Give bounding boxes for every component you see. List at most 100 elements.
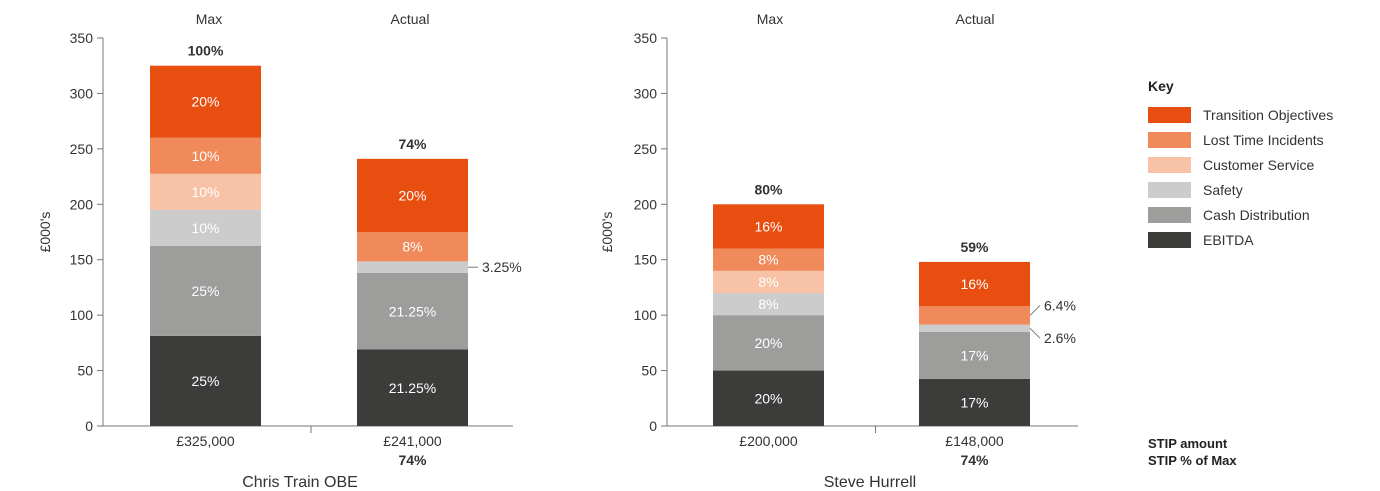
category-label: Max <box>196 11 222 27</box>
y-tick-label: 50 <box>77 363 93 379</box>
footer-labels: STIP amount STIP % of Max <box>1148 435 1237 469</box>
stip-amount: £200,000 <box>739 433 798 449</box>
bar-segment-customer-service <box>713 270 824 293</box>
bar-segment-transition-objectives <box>713 204 824 249</box>
segment-label: 8% <box>402 239 422 255</box>
y-tick-label: 50 <box>641 363 657 379</box>
segment-label: 8% <box>758 252 778 268</box>
stip-amount: £325,000 <box>176 433 235 449</box>
y-tick-label: 250 <box>70 141 94 157</box>
callout-label: 2.6% <box>1044 330 1076 346</box>
segment-label: 20% <box>191 94 219 110</box>
legend-title: Key <box>1148 78 1174 94</box>
segment-label: 20% <box>754 390 782 406</box>
callout-label: 6.4% <box>1044 297 1076 313</box>
bar-segment-lost-time-incidents <box>919 306 1030 325</box>
segment-label: 21.25% <box>389 303 436 319</box>
y-tick-label: 100 <box>70 307 94 323</box>
bar-segment-cash-distribution <box>713 315 824 371</box>
bar-segment-transition-objectives <box>150 65 261 138</box>
stip-percent: 74% <box>398 452 427 468</box>
bar-segment-cash-distribution <box>357 273 468 350</box>
bar-segment-transition-objectives <box>919 261 1030 307</box>
bar-segment-safety <box>713 292 824 316</box>
legend-label: Safety <box>1203 181 1243 198</box>
stip-amount: £148,000 <box>945 433 1004 449</box>
y-tick-label: 150 <box>634 252 658 268</box>
y-tick-label: 0 <box>649 418 657 434</box>
legend-swatch <box>1148 206 1191 223</box>
legend-swatch <box>1148 131 1191 148</box>
bar-segment-cash-distribution <box>919 331 1030 379</box>
bar-segment-ebitda <box>150 335 261 426</box>
bar-segment-safety <box>919 324 1030 332</box>
bar-segment-ebitda <box>713 370 824 426</box>
bar-segment-lost-time-incidents <box>713 248 824 271</box>
y-axis-label: £000's <box>599 212 615 253</box>
legend-label: Transition Objectives <box>1203 106 1334 123</box>
legend-item-cash-distribution: Cash Distribution <box>1148 202 1373 227</box>
bar-segment-safety <box>357 261 468 274</box>
stip-amount-label: STIP amount <box>1148 436 1228 451</box>
segment-label: 17% <box>960 347 988 363</box>
category-label: Actual <box>391 11 430 27</box>
callout-label: 3.25% <box>482 259 522 275</box>
y-tick-label: 350 <box>634 30 658 46</box>
bar-total-label: 74% <box>398 136 427 152</box>
segment-label: 16% <box>960 276 988 292</box>
y-tick-label: 300 <box>70 85 94 101</box>
bar-segment-safety <box>150 209 261 246</box>
y-tick-label: 300 <box>634 85 658 101</box>
y-tick-label: 200 <box>70 196 94 212</box>
legend-item-lost-time-incidents: Lost Time Incidents <box>1148 127 1373 152</box>
legend-label: Lost Time Incidents <box>1203 131 1324 148</box>
segment-label: 10% <box>191 148 219 164</box>
category-label: Actual <box>956 11 995 27</box>
legend-item-customer-service: Customer Service <box>1148 152 1373 177</box>
bar-segment-ebitda <box>357 349 468 426</box>
legend-swatch <box>1148 106 1191 123</box>
bar-total-label: 80% <box>754 181 783 197</box>
chart-person-name: Steve Hurrell <box>824 474 916 491</box>
bar-segment-ebitda <box>919 378 1030 426</box>
bar-segment-transition-objectives <box>357 158 468 232</box>
y-tick-label: 0 <box>85 418 93 434</box>
segment-label: 10% <box>191 220 219 236</box>
segment-label: 25% <box>191 283 219 299</box>
callout-line <box>1029 327 1041 339</box>
callout-line <box>1029 305 1041 316</box>
y-tick-label: 200 <box>634 196 658 212</box>
segment-label: 10% <box>191 184 219 200</box>
legend-item-transition-objectives: Transition Objectives <box>1148 102 1373 127</box>
legend-item-ebitda: EBITDA <box>1148 227 1373 252</box>
stip-amount: £241,000 <box>383 433 442 449</box>
y-tick-label: 250 <box>634 141 658 157</box>
segment-label: 20% <box>754 335 782 351</box>
bar-segment-cash-distribution <box>150 245 261 336</box>
segment-label: 17% <box>960 394 988 410</box>
bar-segment-lost-time-incidents <box>150 137 261 174</box>
legend-swatch <box>1148 231 1191 248</box>
bar-total-label: 59% <box>960 239 989 255</box>
legend-item-safety: Safety <box>1148 177 1373 202</box>
bar-segment-lost-time-incidents <box>357 232 468 262</box>
segment-label: 20% <box>398 187 426 203</box>
y-axis-label: £000's <box>37 212 53 253</box>
segment-label: 16% <box>754 218 782 234</box>
stip-percent: 74% <box>960 452 989 468</box>
legend-label: EBITDA <box>1203 231 1254 248</box>
legend-swatch <box>1148 156 1191 173</box>
y-tick-label: 100 <box>634 307 658 323</box>
category-label: Max <box>757 11 783 27</box>
stip-percent-label: STIP % of Max <box>1148 453 1237 468</box>
legend-label: Cash Distribution <box>1203 206 1310 223</box>
segment-label: 8% <box>758 274 778 290</box>
segment-label: 8% <box>758 296 778 312</box>
chart-person-name: Chris Train OBE <box>242 474 358 491</box>
legend-swatch <box>1148 181 1191 198</box>
y-tick-label: 350 <box>70 30 94 46</box>
legend-label: Customer Service <box>1203 156 1315 173</box>
legend: Key Transition Objectives Lost Time Inci… <box>1148 78 1373 252</box>
y-tick-label: 150 <box>70 252 94 268</box>
